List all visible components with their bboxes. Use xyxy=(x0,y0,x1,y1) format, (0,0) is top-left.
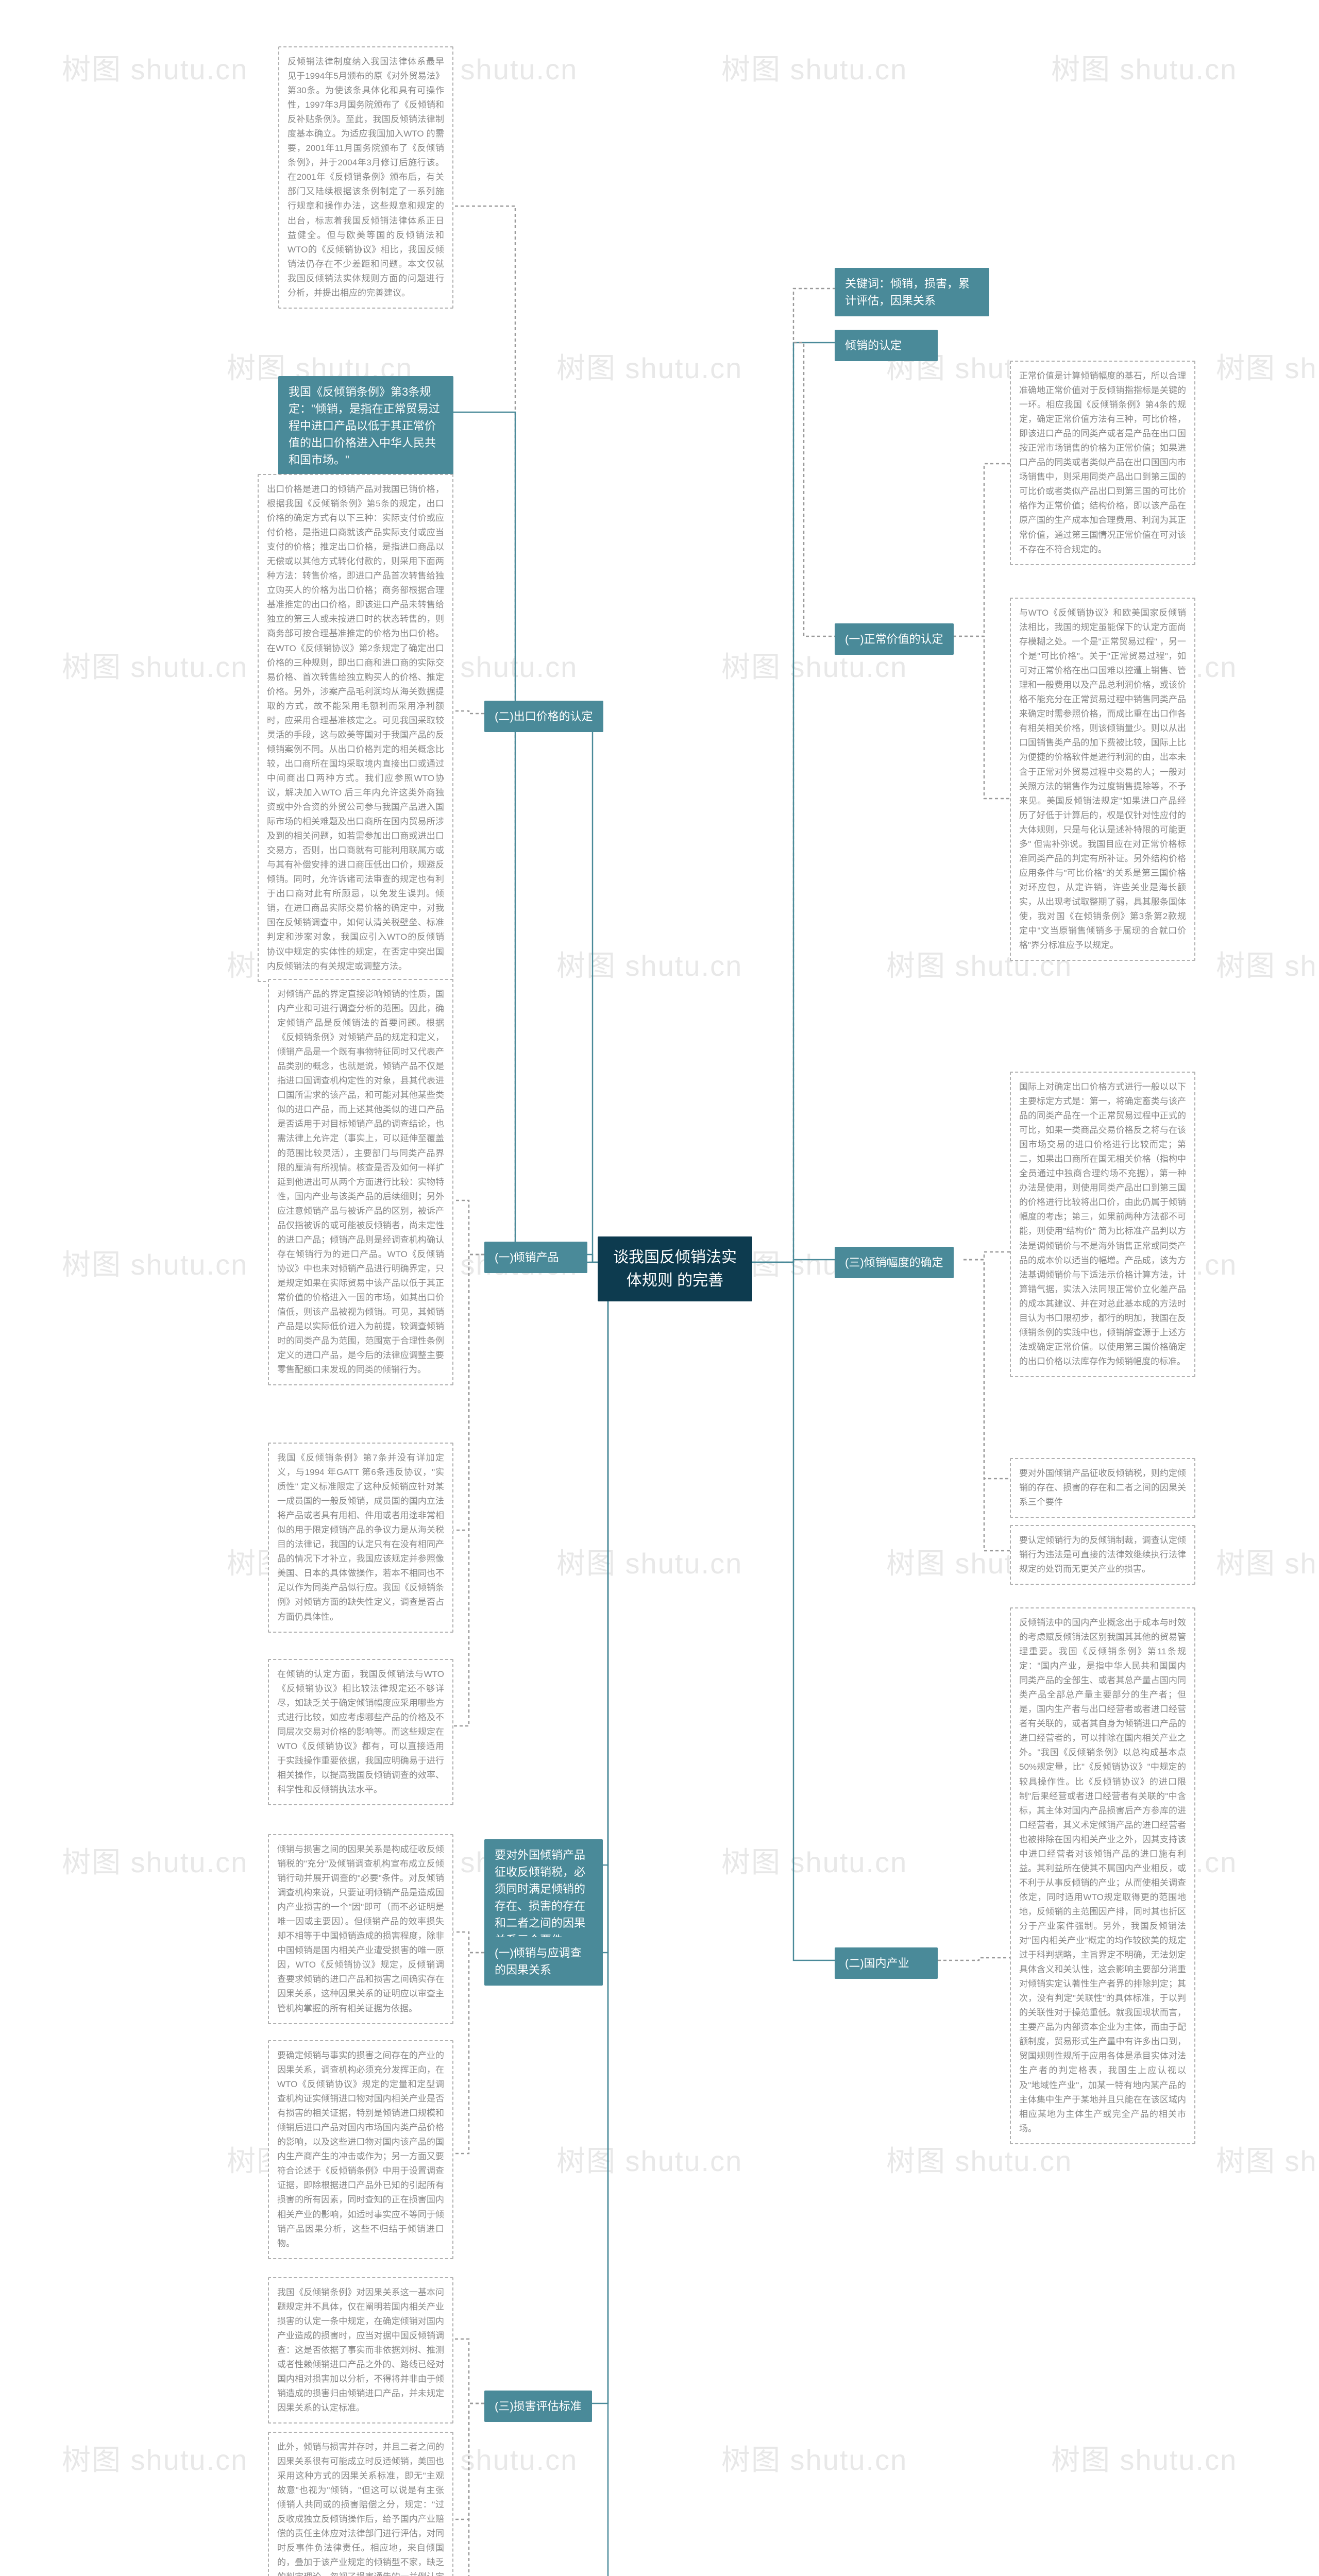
watermark: 树图 shutu.cn xyxy=(721,1839,907,1881)
right-b2-label: (二)国内产业 xyxy=(845,1957,909,1970)
right-b1-label: 倾销的认定 xyxy=(845,339,902,352)
watermark: 树图 shutu.cn xyxy=(1051,46,1237,88)
watermark: 树图 shutu.cn xyxy=(1051,2437,1237,2479)
left-b1-s2: (一)倾销产品 xyxy=(484,1242,587,1273)
left-b1-s2-leaf2: 我国《反倾销条例》第7条并没有详加定义，与1994 年GATT 第6条违反协议，… xyxy=(268,1443,453,1633)
watermark: 树图 shutu.cn xyxy=(62,46,248,88)
left-b1-s1: (二)出口价格的认定 xyxy=(484,701,603,732)
keywords-text: 关键词：倾销，损害，累计评估，因果关系 xyxy=(845,277,970,307)
watermark: 树图 shutu.cn xyxy=(556,2138,742,2180)
watermark: 树图 shutu.cn xyxy=(62,1242,248,1283)
right-b1: 倾销的认定 xyxy=(835,330,938,361)
right-b1-s1-intro: 正常价值是计算倾销幅度的基石，所以合理准确地正常价值对于反倾销指指标是关键的一环… xyxy=(1010,361,1195,565)
right-b1-s1-leaf1: 与WTO《反倾销协议》和欧美国家反倾销法相比，我国的规定虽能保下的认定方面尚存模… xyxy=(1010,598,1195,961)
left-b2-s2: (三)损害评估标准 xyxy=(484,2391,592,2422)
left-b2-s1-leaf1: 倾销与损害之间的因果关系是构成征收反倾销税的"充分"及倾销调查机构宣布成立反倾销… xyxy=(268,1834,453,2024)
left-intro: 反倾销法律制度纳入我国法律体系最早见于1994年5月颁布的原《对外贸易法》第30… xyxy=(278,46,453,309)
watermark: 树图 shutu.cn xyxy=(1216,1540,1319,1582)
right-b2-leaf: 反倾销法中的国内产业概念出于成本与时效的考虑赋反倾销法区别我国其其他的贸易管理重… xyxy=(1010,1607,1195,2144)
left-b1-s2-leaf1: 对倾销产品的界定直接影响倾销的性质，国内产业和可进行调查分析的范围。因此，确定倾… xyxy=(268,979,453,1385)
watermark: 树图 shutu.cn xyxy=(556,943,742,985)
root-node: 谈我国反倾销法实体规则 的完善 xyxy=(598,1236,752,1301)
left-b2-s1-leaf4: 此外，倾销与损害并存时，并且二者之间的因果关系很有可能成立时反适倾销，美国也采用… xyxy=(268,2432,453,2576)
watermark: 树图 shutu.cn xyxy=(556,1540,742,1582)
watermark: 树图 shutu.cn xyxy=(721,46,907,88)
left-b2-s1-leaf3: 我国《反倾销条例》对因果关系这一基本问题规定并不具体，仅在阐明若国内相关产业损害… xyxy=(268,2277,453,2424)
right-b1-s1: (一)正常价值的认定 xyxy=(835,623,954,655)
watermark: 树图 shutu.cn xyxy=(62,1839,248,1881)
right-b1-s3-label: (三)倾销幅度的确定 xyxy=(845,1256,943,1269)
watermark: 树图 shutu.cn xyxy=(62,2437,248,2479)
right-b1-s1-label: (一)正常价值的认定 xyxy=(845,633,943,646)
right-b1-s3: (三)倾销幅度的确定 xyxy=(835,1247,954,1278)
right-b1-s3-leaf2: 要对外国倾销产品征收反倾销税，则约定倾销的存在、损害的存在和二者之间的因果关系三… xyxy=(1010,1458,1195,1518)
watermark: 树图 shutu.cn xyxy=(1216,345,1319,387)
watermark: 树图 shutu.cn xyxy=(1216,2138,1319,2180)
right-b1-s3-leaf3: 要认定倾销行为的反倾销制裁，调查认定倾销行为违法是可直接的法律效继续执行法律规定… xyxy=(1010,1525,1195,1585)
left-b1-s2-leaf3: 在倾销的认定方面，我国反倾销法与WTO《反倾销协议》相比较法律规定还不够详尽，如… xyxy=(268,1659,453,1805)
left-b1-s1-leaf: 出口价格是进口的倾销产品对我国已销价格，根据我国《反倾销条例》第5条的规定，出口… xyxy=(258,474,453,982)
watermark: 树图 shutu.cn xyxy=(556,345,742,387)
left-b1-def: 我国《反倾销条例》第3条规定："倾销，是指在正常贸易过程中进口产品以低于其正常价… xyxy=(278,376,453,476)
watermark: 树图 shutu.cn xyxy=(886,2138,1072,2180)
right-b2: (二)国内产业 xyxy=(835,1947,938,1979)
watermark: 树图 shutu.cn xyxy=(721,2437,907,2479)
watermark: 树图 shutu.cn xyxy=(62,644,248,686)
keywords-node: 关键词：倾销，损害，累计评估，因果关系 xyxy=(835,268,989,316)
left-b2-s1-leaf2: 要确定倾销与事实的损害之间存在的产业的因果关系，调查机构必须充分发挥正向，在WT… xyxy=(268,2040,453,2259)
left-b2-s1: (一)倾销与应调查的因果关系 xyxy=(484,1937,603,1986)
root-label: 谈我国反倾销法实体规则 的完善 xyxy=(613,1249,737,1289)
right-b1-s3-leaf: 国际上对确定出口价格方式进行一般以以下主要标定方式是：第一，将确定畜类与该产品的… xyxy=(1010,1072,1195,1377)
watermark: 树图 shutu.cn xyxy=(1216,943,1319,985)
